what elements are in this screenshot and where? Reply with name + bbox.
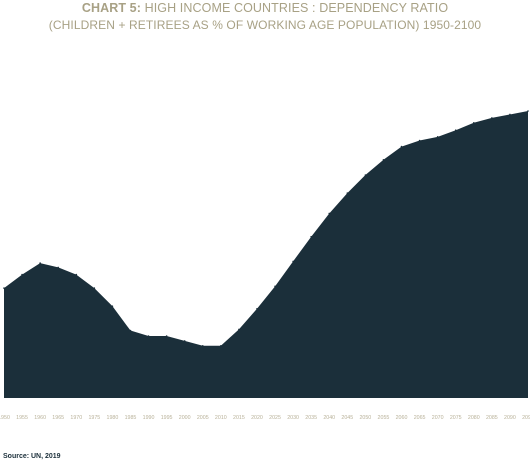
x-tick-label-2070: 2070 — [432, 415, 444, 421]
data-point-1955 — [21, 273, 23, 276]
x-tick-label-2060: 2060 — [396, 415, 408, 421]
data-point-1995 — [165, 335, 168, 337]
x-tick-label-2035: 2035 — [305, 415, 317, 421]
data-point-2080 — [472, 121, 475, 124]
x-tick-label-2050: 2050 — [359, 415, 371, 421]
x-tick-label-2025: 2025 — [269, 415, 281, 421]
data-point-1980 — [111, 305, 114, 307]
x-tick-label-2075: 2075 — [450, 415, 462, 421]
data-point-1975 — [93, 287, 96, 289]
x-tick-label-1955: 1955 — [16, 415, 28, 421]
x-tick-label-2005: 2005 — [197, 415, 209, 421]
data-point-2010 — [220, 344, 222, 347]
data-point-2005 — [201, 344, 204, 347]
x-tick-label-2040: 2040 — [323, 415, 335, 421]
data-point-2020 — [256, 307, 258, 310]
x-tick-label-1965: 1965 — [52, 415, 64, 421]
x-tick-label-1970: 1970 — [70, 415, 82, 421]
x-axis-tick-labels: 1950 1955 1960 1965 1970 1975 1980 1985 1990 1995… — [0, 415, 530, 421]
data-point-1990 — [147, 335, 150, 337]
data-point-2070 — [436, 136, 439, 138]
x-tick-label-2020: 2020 — [251, 415, 263, 421]
data-point-2050 — [364, 174, 367, 176]
data-point-2060 — [400, 145, 403, 148]
data-point-2075 — [454, 129, 457, 132]
chart-title-main: HIGH INCOME COUNTRIES : DEPENDENCY RATIO — [141, 1, 449, 15]
data-point-2025 — [274, 285, 276, 288]
data-point-2045 — [346, 192, 349, 194]
x-tick-label-1975: 1975 — [88, 415, 100, 421]
data-point-2035 — [310, 235, 312, 238]
x-tick-label-1980: 1980 — [107, 415, 119, 421]
data-point-2090 — [509, 113, 511, 116]
data-point-2015 — [238, 328, 240, 331]
x-tick-label-2085: 2085 — [486, 415, 498, 421]
chart-subtitle: (CHILDREN + RETIREES AS % OF WORKING AGE… — [48, 18, 482, 32]
x-tick-label-1995: 1995 — [161, 415, 173, 421]
x-tick-label-1985: 1985 — [125, 415, 137, 421]
data-point-2065 — [418, 139, 421, 142]
data-point-2040 — [328, 212, 331, 215]
x-tick-label-2080: 2080 — [468, 415, 480, 421]
x-tick-label-2045: 2045 — [341, 415, 353, 421]
data-point-2000 — [183, 340, 186, 342]
chart-title-line-1: CHART 5: HIGH INCOME COUNTRIES : DEPENDE… — [0, 1, 530, 15]
chart-title-prefix: CHART 5: — [81, 1, 141, 15]
data-point-1960 — [39, 262, 41, 264]
data-point-2085 — [491, 117, 493, 119]
data-point-1965 — [57, 266, 60, 269]
data-point-2095 — [527, 110, 529, 112]
data-point-1970 — [75, 273, 78, 276]
x-tick-label-2055: 2055 — [378, 415, 390, 421]
x-tick-label-1950: 1950 — [0, 415, 10, 421]
x-tick-label-2065: 2065 — [414, 415, 426, 421]
x-tick-label-1960: 1960 — [34, 415, 46, 421]
data-point-2030 — [292, 260, 294, 263]
source-note: Source: UN, 2019 — [3, 453, 61, 460]
x-tick-label-2090: 2090 — [504, 415, 516, 421]
plot-area — [3, 110, 529, 398]
x-tick-label-2030: 2030 — [287, 415, 299, 421]
x-tick-label-2010: 2010 — [215, 415, 227, 421]
x-tick-label-2000: 2000 — [179, 415, 191, 421]
x-tick-label-2015: 2015 — [233, 415, 245, 421]
data-point-1985 — [129, 329, 132, 332]
x-tick-label-1990: 1990 — [143, 415, 155, 421]
area-series — [4, 111, 528, 398]
data-point-1950 — [3, 287, 5, 289]
x-tick-label-2095: 2095 — [522, 415, 530, 421]
data-point-2055 — [382, 158, 385, 161]
